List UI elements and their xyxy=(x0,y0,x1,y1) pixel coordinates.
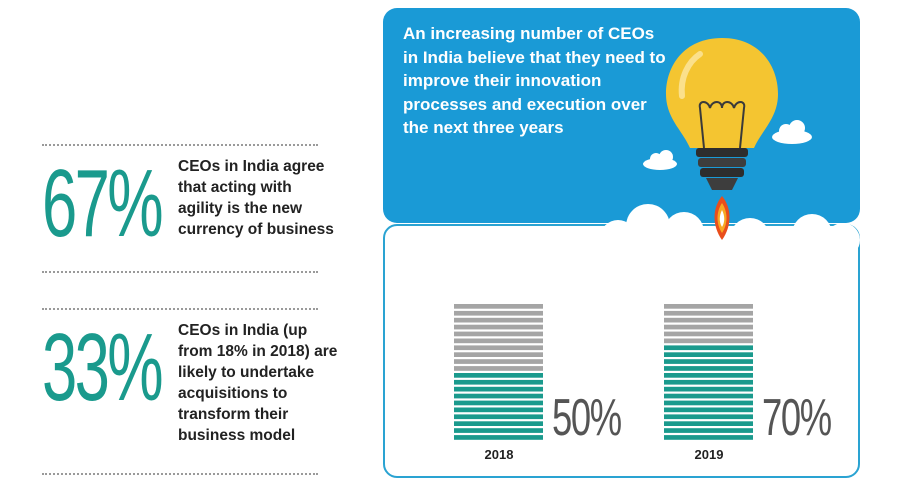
bar-stripe-filled xyxy=(664,366,753,371)
bar-stripe-filled xyxy=(454,414,543,420)
bar-2018 xyxy=(454,304,543,440)
bar-stripe-empty xyxy=(454,338,543,344)
bar-stripe-empty xyxy=(454,359,543,364)
divider-middle-2 xyxy=(42,308,318,310)
bar-stripe-filled xyxy=(664,400,753,406)
stat-description: CEOs in India (up from 18% in 2018) are … xyxy=(178,322,338,444)
bar-stripe-filled xyxy=(664,393,753,399)
data-label-2019: 70% xyxy=(762,389,832,447)
bar-stripe-filled xyxy=(664,359,753,364)
bar-stripe-empty xyxy=(454,331,543,337)
headline-text: An increasing number of CEOs in India be… xyxy=(403,24,666,137)
stat-percent: 33% xyxy=(42,314,164,421)
bar-stripe-empty xyxy=(664,324,753,330)
tick-label-2019: 2019 xyxy=(694,447,724,462)
bar-stripe-empty xyxy=(664,304,753,309)
bar-stripe-filled xyxy=(454,428,543,433)
bar-stripe-empty xyxy=(664,331,753,337)
bar-stripe-empty xyxy=(454,317,543,323)
bar-stripe-filled xyxy=(454,435,543,440)
bar-stripe-filled xyxy=(664,421,753,426)
cloud-icon xyxy=(772,120,812,144)
bar-stripe-filled xyxy=(454,400,543,406)
stat-description: CEOs in India agree that acting with agi… xyxy=(178,158,334,238)
bar-stripe-filled xyxy=(664,414,753,420)
bar-chart xyxy=(454,304,753,440)
bar-stripe-empty xyxy=(454,304,543,309)
divider-middle xyxy=(42,271,318,273)
lightbulb-rocket-icon xyxy=(666,38,778,240)
data-label-2018: 50% xyxy=(552,389,622,447)
bar-stripe-filled xyxy=(664,373,753,378)
stat-acquisitions: 33% CEOs in India (up from 18% in 2018) … xyxy=(42,314,337,470)
bar-stripe-filled xyxy=(454,373,543,378)
bar-stripe-filled xyxy=(454,421,543,426)
bar-stripe-empty xyxy=(454,324,543,330)
bar-stripe-filled xyxy=(664,407,753,413)
bar-stripe-empty xyxy=(664,310,753,316)
bar-stripe-filled xyxy=(664,352,753,357)
bar-stripe-filled xyxy=(454,386,543,392)
bar-stripe-empty xyxy=(454,352,543,357)
bar-stripe-filled xyxy=(664,435,753,440)
bar-stripe-empty xyxy=(454,310,543,316)
tick-label-2018: 2018 xyxy=(484,447,514,462)
bar-stripe-filled xyxy=(454,379,543,385)
bar-stripe-empty xyxy=(664,338,753,344)
bar-stripe-empty xyxy=(664,317,753,323)
stat-percent: 67% xyxy=(42,150,164,257)
bar-2019 xyxy=(664,304,753,440)
divider-top xyxy=(42,144,318,146)
bar-stripe-filled xyxy=(664,379,753,385)
bar-stripe-empty xyxy=(454,345,543,351)
bar-stripe-filled xyxy=(664,428,753,433)
cloud-icon xyxy=(643,150,677,170)
divider-bottom xyxy=(42,473,318,475)
bar-stripe-filled xyxy=(454,393,543,399)
cloud-icon xyxy=(600,204,860,284)
bar-stripe-filled xyxy=(664,386,753,392)
stat-agility: 67% CEOs in India agree that acting with… xyxy=(42,150,334,276)
bar-stripe-empty xyxy=(454,366,543,371)
bar-stripe-filled xyxy=(664,345,753,351)
headline-panel xyxy=(383,8,860,223)
bar-stripe-filled xyxy=(454,407,543,413)
